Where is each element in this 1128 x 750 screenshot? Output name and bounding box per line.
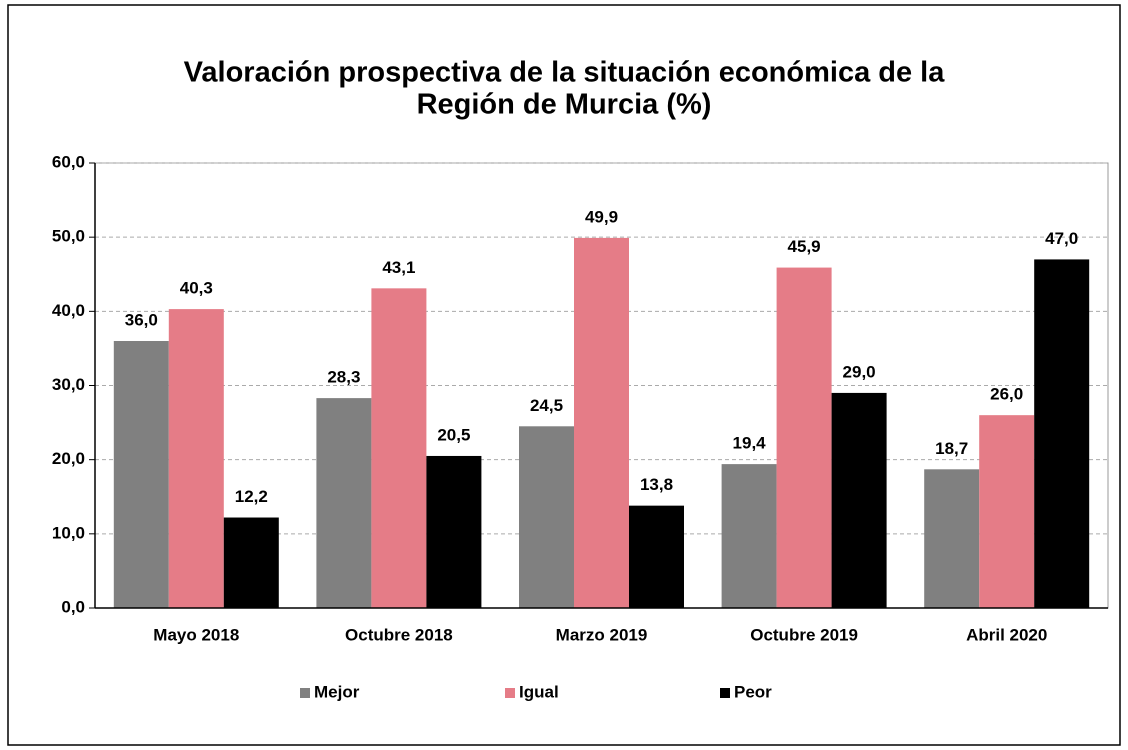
y-tick-label: 50,0 (52, 227, 85, 246)
value-label: 26,0 (990, 385, 1023, 404)
legend-label: Igual (519, 682, 559, 701)
chart-title: Región de Murcia (%) (417, 89, 712, 121)
value-label: 24,5 (530, 396, 563, 415)
bar (426, 455, 482, 608)
bar (831, 392, 887, 608)
y-tick-label: 60,0 (52, 152, 85, 171)
value-label: 12,2 (235, 487, 268, 506)
y-tick-label: 40,0 (52, 301, 85, 320)
x-tick-label: Octubre 2018 (345, 625, 453, 644)
x-tick-label: Octubre 2019 (750, 625, 858, 644)
legend-label: Peor (734, 682, 772, 701)
value-label: 45,9 (788, 237, 821, 256)
value-label: 49,9 (585, 207, 618, 226)
value-label: 13,8 (640, 475, 673, 494)
bar (371, 288, 427, 608)
value-label: 19,4 (733, 434, 767, 453)
bar (168, 309, 224, 608)
value-label: 47,0 (1045, 229, 1078, 248)
x-tick-label: Mayo 2018 (153, 625, 239, 644)
bar (1034, 259, 1090, 608)
bar (924, 469, 980, 608)
bar (776, 267, 832, 608)
value-label: 43,1 (382, 258, 415, 277)
legend-swatch (505, 688, 515, 698)
legend-label: Mejor (314, 682, 360, 701)
bar (574, 237, 629, 609)
bar (223, 517, 279, 608)
bar (316, 398, 372, 608)
y-tick-label: 10,0 (52, 523, 85, 542)
x-tick-label: Abril 2020 (966, 625, 1047, 644)
legend-swatch (720, 688, 730, 698)
y-tick-label: 20,0 (52, 449, 85, 468)
legend-swatch (300, 688, 310, 698)
y-tick-label: 0,0 (61, 597, 85, 616)
value-label: 36,0 (125, 310, 158, 329)
x-tick-label: Marzo 2019 (556, 625, 648, 644)
value-label: 18,7 (935, 439, 968, 458)
chart-title: Valoración prospectiva de la situación e… (184, 57, 946, 89)
bar (629, 505, 684, 608)
bar (113, 341, 169, 608)
y-tick-label: 30,0 (52, 375, 85, 394)
value-label: 20,5 (437, 425, 470, 444)
bar (721, 464, 777, 608)
value-label: 28,3 (327, 368, 360, 387)
bar (519, 426, 574, 608)
value-label: 40,3 (180, 279, 213, 298)
bar (979, 415, 1035, 608)
value-label: 29,0 (843, 362, 876, 381)
